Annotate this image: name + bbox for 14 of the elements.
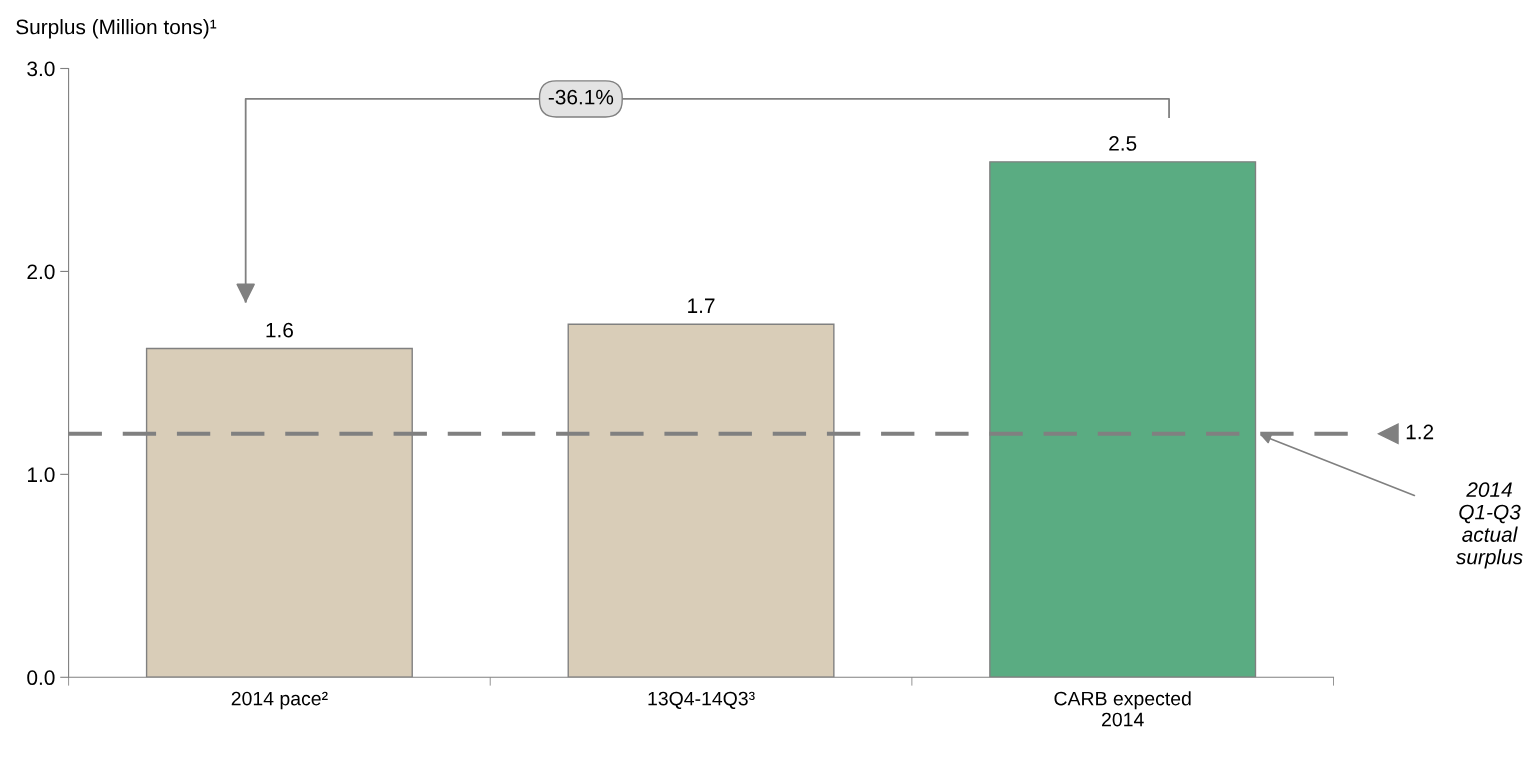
y-tick-label: 0.0 xyxy=(27,670,55,686)
y-tick-label: 2.0 xyxy=(27,264,55,280)
y-axis-title: Surplus (Million tons)¹ xyxy=(16,19,217,39)
data-label: 1.6 xyxy=(266,322,293,338)
x-tick-label: 13Q4-14Q3³ xyxy=(648,691,755,709)
data-label: 2.5 xyxy=(1109,136,1137,151)
ref-line-label: 1.2 xyxy=(1406,424,1434,440)
text: 2014 Q1-Q3 actual surplus xyxy=(1455,482,1523,569)
data-label: 1.7 xyxy=(688,298,715,313)
y-tick-label: 1.0 xyxy=(28,467,55,483)
x-tick-label: 2014 pace² xyxy=(231,691,328,710)
annotation: -36.1% xyxy=(548,89,614,105)
y-tick-label: 3.0 xyxy=(27,61,55,77)
x-tick-label: CARB expected 2014 xyxy=(1054,691,1191,727)
